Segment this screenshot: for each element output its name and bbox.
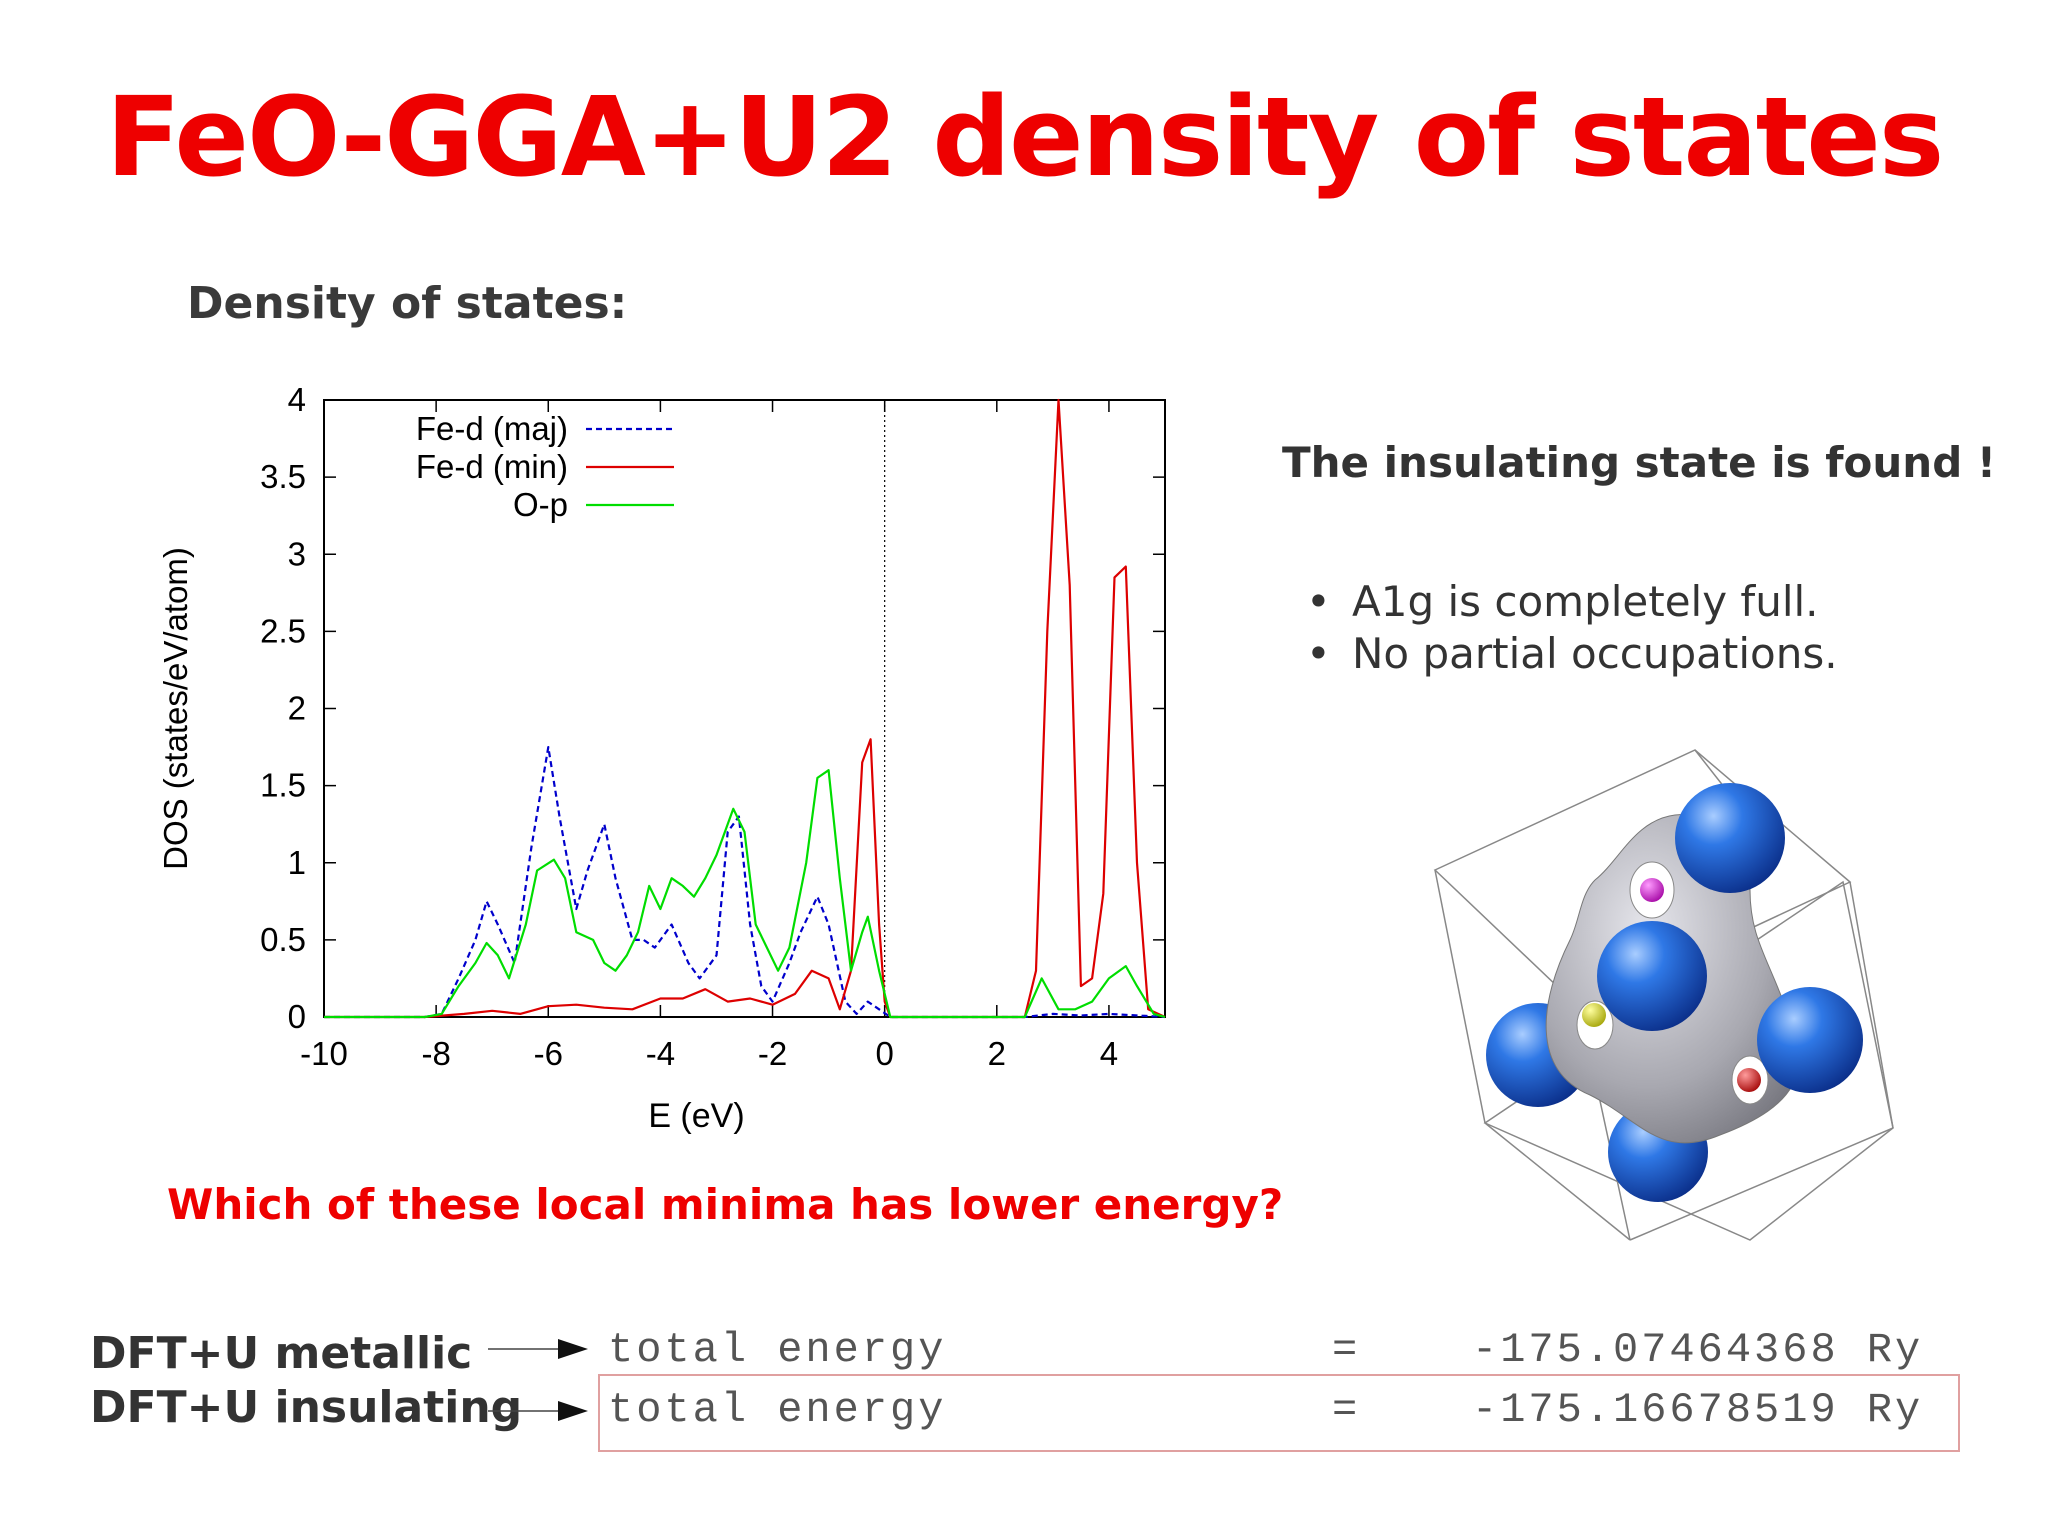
arrow-icon <box>488 1339 588 1359</box>
insulating-energy-value: -175.16678519 Ry <box>1472 1386 1924 1434</box>
x-axis-label: E (eV) <box>648 1097 744 1135</box>
legend-label: Fe-d (min) <box>416 448 568 485</box>
y-tick-label: 3 <box>288 535 306 572</box>
series-line-0 <box>324 746 1166 1019</box>
atom-sphere <box>1675 783 1785 893</box>
y-tick-label: 4 <box>288 381 306 418</box>
x-tick-label: -8 <box>421 1035 450 1072</box>
atom-small-yellow <box>1582 1003 1606 1027</box>
y-tick-label: 0 <box>288 998 306 1035</box>
bullet-item: A1g is completely full. <box>1306 576 1838 628</box>
x-tick-label: -2 <box>758 1035 787 1072</box>
crystal-structure-illustration <box>1433 749 1894 1241</box>
metallic-equals: = <box>1332 1326 1361 1374</box>
metallic-quantity: total energy <box>608 1326 947 1374</box>
bullet-list: A1g is completely full. No partial occup… <box>1306 576 1838 680</box>
plot-frame <box>323 399 1166 1018</box>
x-tick-label: 2 <box>988 1035 1006 1072</box>
metallic-label: DFT+U metallic <box>90 1328 473 1379</box>
insulating-highlight-box <box>598 1374 1960 1452</box>
x-tick-label: -6 <box>534 1035 563 1072</box>
dos-subtitle: Density of states: <box>187 278 628 329</box>
insulating-equals: = <box>1332 1386 1361 1434</box>
atom-sphere <box>1757 987 1863 1093</box>
y-tick-label: 1 <box>288 844 306 881</box>
y-axis-label: DOS (states/eV/atom) <box>157 547 194 870</box>
dos-chart: -10 -8 -6 -4 -2 0 2 4 0 0.5 1 1.5 2 2.5 3 3.5 4 E (eV) DOS… <box>157 381 1166 1135</box>
series-line-1 <box>324 398 1166 1019</box>
x-tick-label: -4 <box>646 1035 675 1072</box>
bullet-item: No partial occupations. <box>1306 628 1838 680</box>
series-line-2 <box>324 769 1166 1019</box>
y-tick-label: 2.5 <box>260 612 306 649</box>
energy-question: Which of these local minima has lower en… <box>167 1180 1284 1229</box>
insulating-quantity: total energy <box>608 1386 947 1434</box>
y-tick-label: 1.5 <box>260 767 306 804</box>
y-tick-label: 3.5 <box>260 458 306 495</box>
atom-small-red <box>1737 1068 1761 1092</box>
atom-small-magenta <box>1640 878 1664 902</box>
legend-label: Fe-d (maj) <box>416 410 568 447</box>
atom-sphere <box>1597 921 1707 1031</box>
y-tick-label: 2 <box>288 690 306 727</box>
x-tick-label: 0 <box>875 1035 893 1072</box>
insulating-label: DFT+U insulating <box>90 1382 523 1433</box>
y-tick-label: 0.5 <box>260 921 306 958</box>
legend-label: O-p <box>513 486 568 523</box>
slide-title: FeO-GGA+U2 density of states <box>105 73 1945 201</box>
x-tick-label: -10 <box>300 1035 348 1072</box>
x-tick-label: 4 <box>1100 1035 1118 1072</box>
arrow-icon <box>488 1401 588 1421</box>
insulating-statement: The insulating state is found ! <box>1282 438 1997 487</box>
metallic-energy-value: -175.07464368 Ry <box>1472 1326 1924 1374</box>
